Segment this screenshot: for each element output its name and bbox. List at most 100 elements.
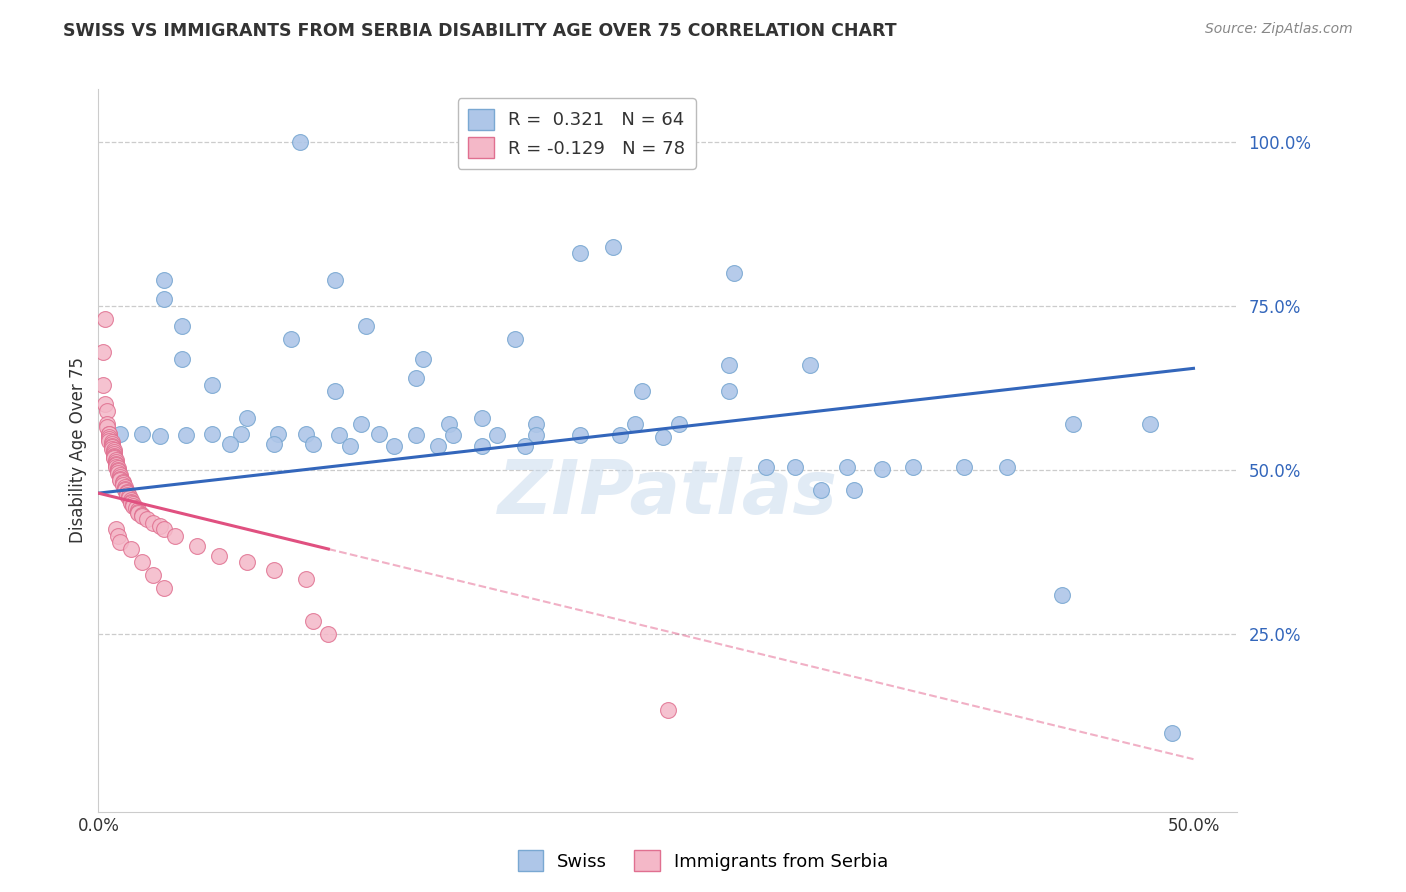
Point bbox=[799, 358, 821, 372]
Point bbox=[323, 384, 346, 399]
Point bbox=[103, 449, 125, 463]
Point bbox=[91, 377, 114, 392]
Point bbox=[350, 417, 373, 432]
Point bbox=[302, 437, 325, 451]
Point bbox=[267, 427, 290, 442]
Point bbox=[91, 345, 114, 359]
Point bbox=[110, 427, 132, 442]
Point bbox=[114, 482, 136, 496]
Text: ZIPatlas: ZIPatlas bbox=[498, 458, 838, 531]
Point bbox=[515, 439, 537, 453]
Point bbox=[131, 555, 153, 569]
Point bbox=[471, 439, 494, 453]
Point bbox=[471, 410, 494, 425]
Point bbox=[153, 582, 176, 596]
Legend: R =  0.321   N = 64, R = -0.129   N = 78: R = 0.321 N = 64, R = -0.129 N = 78 bbox=[457, 98, 696, 169]
Point bbox=[609, 428, 631, 442]
Point bbox=[107, 467, 129, 481]
Point bbox=[110, 469, 132, 483]
Point bbox=[218, 437, 240, 451]
Point bbox=[952, 459, 974, 474]
Point bbox=[104, 459, 127, 474]
Point bbox=[111, 478, 134, 492]
Point bbox=[120, 541, 142, 556]
Point bbox=[723, 266, 745, 280]
Point bbox=[295, 572, 318, 586]
Point bbox=[98, 434, 121, 448]
Point bbox=[103, 445, 125, 459]
Point bbox=[302, 614, 325, 628]
Point bbox=[382, 439, 405, 453]
Point bbox=[153, 293, 176, 307]
Point bbox=[98, 430, 121, 444]
Point bbox=[103, 451, 125, 466]
Point bbox=[441, 428, 464, 442]
Point bbox=[288, 135, 311, 149]
Point bbox=[114, 483, 136, 497]
Point bbox=[1139, 417, 1161, 432]
Point bbox=[569, 246, 592, 260]
Point bbox=[405, 371, 427, 385]
Point bbox=[110, 535, 132, 549]
Point bbox=[405, 428, 427, 442]
Point bbox=[668, 417, 690, 432]
Point bbox=[96, 420, 118, 434]
Point bbox=[96, 417, 118, 432]
Point bbox=[131, 509, 153, 524]
Point bbox=[186, 539, 208, 553]
Point bbox=[503, 332, 526, 346]
Point bbox=[120, 496, 142, 510]
Point bbox=[263, 563, 285, 577]
Point bbox=[127, 504, 149, 518]
Legend: Swiss, Immigrants from Serbia: Swiss, Immigrants from Serbia bbox=[510, 843, 896, 879]
Point bbox=[98, 427, 121, 442]
Y-axis label: Disability Age Over 75: Disability Age Over 75 bbox=[69, 358, 87, 543]
Point bbox=[94, 397, 117, 411]
Point bbox=[367, 427, 389, 442]
Point bbox=[1062, 417, 1084, 432]
Point bbox=[526, 428, 548, 442]
Point bbox=[107, 529, 129, 543]
Point bbox=[107, 465, 129, 479]
Point bbox=[111, 475, 134, 489]
Point bbox=[280, 332, 302, 346]
Point bbox=[236, 555, 259, 569]
Point bbox=[149, 429, 172, 443]
Point bbox=[127, 502, 149, 516]
Point bbox=[323, 273, 346, 287]
Point bbox=[995, 459, 1018, 474]
Point bbox=[120, 492, 142, 507]
Point bbox=[153, 273, 176, 287]
Point bbox=[100, 434, 122, 449]
Point bbox=[652, 430, 675, 444]
Point bbox=[263, 437, 285, 451]
Point bbox=[437, 417, 460, 432]
Point bbox=[96, 404, 118, 418]
Point bbox=[328, 428, 350, 442]
Point bbox=[115, 486, 138, 500]
Point bbox=[718, 384, 741, 399]
Point bbox=[170, 351, 193, 366]
Point bbox=[153, 522, 176, 536]
Point bbox=[118, 490, 141, 504]
Point bbox=[783, 459, 806, 474]
Point bbox=[426, 439, 449, 453]
Point bbox=[354, 318, 377, 333]
Point bbox=[127, 506, 149, 520]
Point bbox=[201, 427, 224, 442]
Point bbox=[837, 459, 859, 474]
Point bbox=[810, 483, 832, 497]
Point bbox=[104, 453, 127, 467]
Point bbox=[110, 473, 132, 487]
Point bbox=[208, 549, 231, 563]
Point bbox=[569, 428, 592, 442]
Point bbox=[110, 472, 132, 486]
Point bbox=[1160, 726, 1182, 740]
Point bbox=[124, 500, 146, 515]
Text: Source: ZipAtlas.com: Source: ZipAtlas.com bbox=[1205, 22, 1353, 37]
Point bbox=[1050, 588, 1073, 602]
Point bbox=[104, 522, 127, 536]
Point bbox=[339, 439, 361, 453]
Point bbox=[602, 240, 624, 254]
Point bbox=[486, 428, 509, 442]
